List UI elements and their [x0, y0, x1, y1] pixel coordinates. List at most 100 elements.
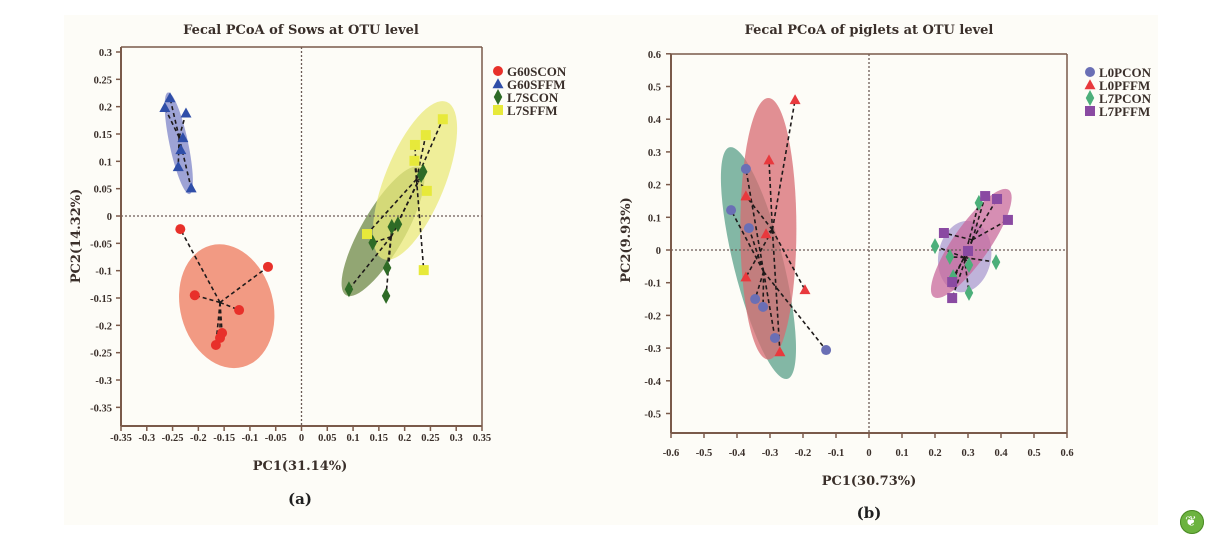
- data-point-l7pffm: [947, 277, 958, 288]
- centroid-link: [415, 179, 425, 271]
- x-axis-label: PC1(30.73%): [822, 474, 917, 489]
- data-point-l7pcon: [930, 238, 940, 255]
- data-point-l7pcon: [964, 284, 974, 301]
- centroid-link: [771, 99, 796, 231]
- y-tick-label: 0.5: [648, 83, 661, 94]
- x-tick-label: -0.35: [110, 433, 132, 444]
- data-point-g60scon: [234, 305, 245, 316]
- y-tick-label: 0.3: [99, 48, 112, 59]
- legend-marker-l7pffm: [1085, 106, 1095, 116]
- y-tick-label: -0.05: [90, 239, 112, 250]
- data-point-l0pcon: [750, 294, 761, 305]
- x-tick-label: 0.15: [370, 433, 388, 444]
- ellipse-layer: [164, 92, 458, 369]
- centroid-link: [762, 271, 827, 351]
- panel-label: (a): [288, 490, 312, 508]
- x-tick-label: 0.2: [928, 448, 941, 459]
- data-point-l0pffm: [789, 94, 801, 105]
- legend-label: L7PCON: [1099, 91, 1152, 106]
- centroid-link: [164, 107, 180, 138]
- chart-title: Fecal PCoA of Sows at OTU level: [183, 23, 419, 38]
- data-point-l7pffm: [947, 293, 958, 304]
- centroid-link: [745, 168, 765, 272]
- confidence-ellipse-g60scon: [179, 244, 275, 369]
- y-tick-label: 0.2: [99, 103, 112, 114]
- y-axis-label: PC2(14.32%): [69, 189, 84, 284]
- legend-marker-g60sffm: [492, 78, 504, 89]
- data-point-l7sffm: [421, 185, 432, 196]
- centroid-link: [971, 195, 986, 241]
- x-tick-labels: -0.6 -0.5 -0.4 -0.3 -0.2 -0.1 0 0.1 0.2 0.3 0.4 0.5…: [663, 448, 1074, 459]
- confidence-ellipse-g60sffm: [164, 92, 193, 195]
- x-tick-label: 0.2: [398, 433, 411, 444]
- y-tick-label: -0.1: [95, 267, 112, 278]
- legend-marker-l7scon: [493, 89, 503, 105]
- x-tick-label: -0.4: [729, 448, 746, 459]
- points-layer: [159, 92, 448, 351]
- data-point-g60scon: [175, 224, 186, 235]
- panel-label: (b): [857, 504, 882, 522]
- data-point-l7sffm: [420, 130, 431, 141]
- data-point-l7scon: [381, 287, 391, 304]
- data-point-l7sffm: [361, 229, 372, 240]
- x-tick-label: -0.3: [138, 433, 155, 444]
- x-tick-label: 0.4: [994, 448, 1008, 459]
- centroid-link: [748, 227, 765, 272]
- data-point-l0pffm: [774, 346, 786, 357]
- legend-marker-l0pcon: [1085, 67, 1095, 77]
- centroid-link: [762, 271, 765, 307]
- legend-label: G60SFFM: [507, 77, 566, 92]
- centroid-link: [415, 178, 428, 192]
- centroid-link: [964, 256, 997, 263]
- points-layer: [726, 94, 1013, 357]
- x-tick-label: 0: [866, 448, 871, 459]
- data-point-l7scon: [387, 218, 396, 235]
- data-point-g60sffm: [159, 102, 171, 113]
- centroid-link: [730, 209, 765, 272]
- data-point-l7scon: [344, 281, 354, 298]
- y-tick-label: 0.05: [94, 185, 112, 196]
- data-point-l0pcon: [740, 163, 751, 174]
- data-point-l7pcon: [991, 254, 1001, 271]
- legend-label: L7SCON: [507, 90, 559, 105]
- legend-label: G60SCON: [507, 64, 567, 79]
- x-tick-label: 0.05: [318, 433, 336, 444]
- data-point-l7scon: [418, 163, 428, 180]
- data-point-g60sffm: [177, 132, 189, 143]
- x-tick-label: -0.3: [762, 448, 779, 459]
- x-tick-label: 0.1: [347, 433, 360, 444]
- x-tick-label: -0.25: [162, 433, 184, 444]
- centroid-link: [762, 271, 776, 339]
- y-tick-label: -0.3: [95, 376, 112, 387]
- data-point-l7scon: [382, 259, 392, 276]
- journal-logo-icon: ❦: [1180, 510, 1204, 534]
- y-tick-labels: 0.6 0.5 0.4 0.3 0.2 0.1 0 -0.1 -0.2 -0.3 -0.4 -0.5: [644, 50, 661, 421]
- legend-label: L7PFFM: [1099, 104, 1150, 119]
- data-point-l0pffm: [740, 190, 752, 201]
- x-tick-label: 0.5: [1027, 448, 1040, 459]
- centroid-link: [745, 195, 774, 231]
- data-point-l0pffm: [763, 154, 775, 165]
- x-tick-label: 0.3: [961, 448, 974, 459]
- y-tick-label: 0.25: [94, 75, 112, 86]
- x-tick-labels: -0.35 -0.3 -0.25 -0.2 -0.15 -0.1 -0.05 0 0.05 0.1…: [110, 433, 491, 444]
- x-tick-label: -0.2: [795, 448, 812, 459]
- data-point-l0pcon: [743, 223, 754, 234]
- legend-label: L0PFFM: [1099, 78, 1150, 93]
- centroid-link: [348, 236, 392, 290]
- data-point-l7sffm: [409, 139, 420, 150]
- data-point-g60sffm: [164, 92, 176, 103]
- legend-label: L7SFFM: [507, 103, 558, 118]
- data-point-l7sffm: [437, 114, 448, 125]
- data-point-l0pcon: [821, 345, 832, 356]
- centroid-link: [415, 134, 427, 180]
- y-tick-label: 0.3: [648, 148, 661, 159]
- reference-lines: [121, 47, 482, 426]
- legend-marker-l7pcon: [1085, 90, 1095, 106]
- panel-b: Fecal PCoA of piglets at OTU level 0.60.…: [619, 23, 1152, 522]
- y-axis-label: PC2(9.93%): [619, 197, 634, 282]
- data-point-l0pcon: [769, 332, 780, 343]
- data-point-l7pffm: [963, 245, 973, 256]
- chart-title: Fecal PCoA of piglets at OTU level: [745, 23, 994, 38]
